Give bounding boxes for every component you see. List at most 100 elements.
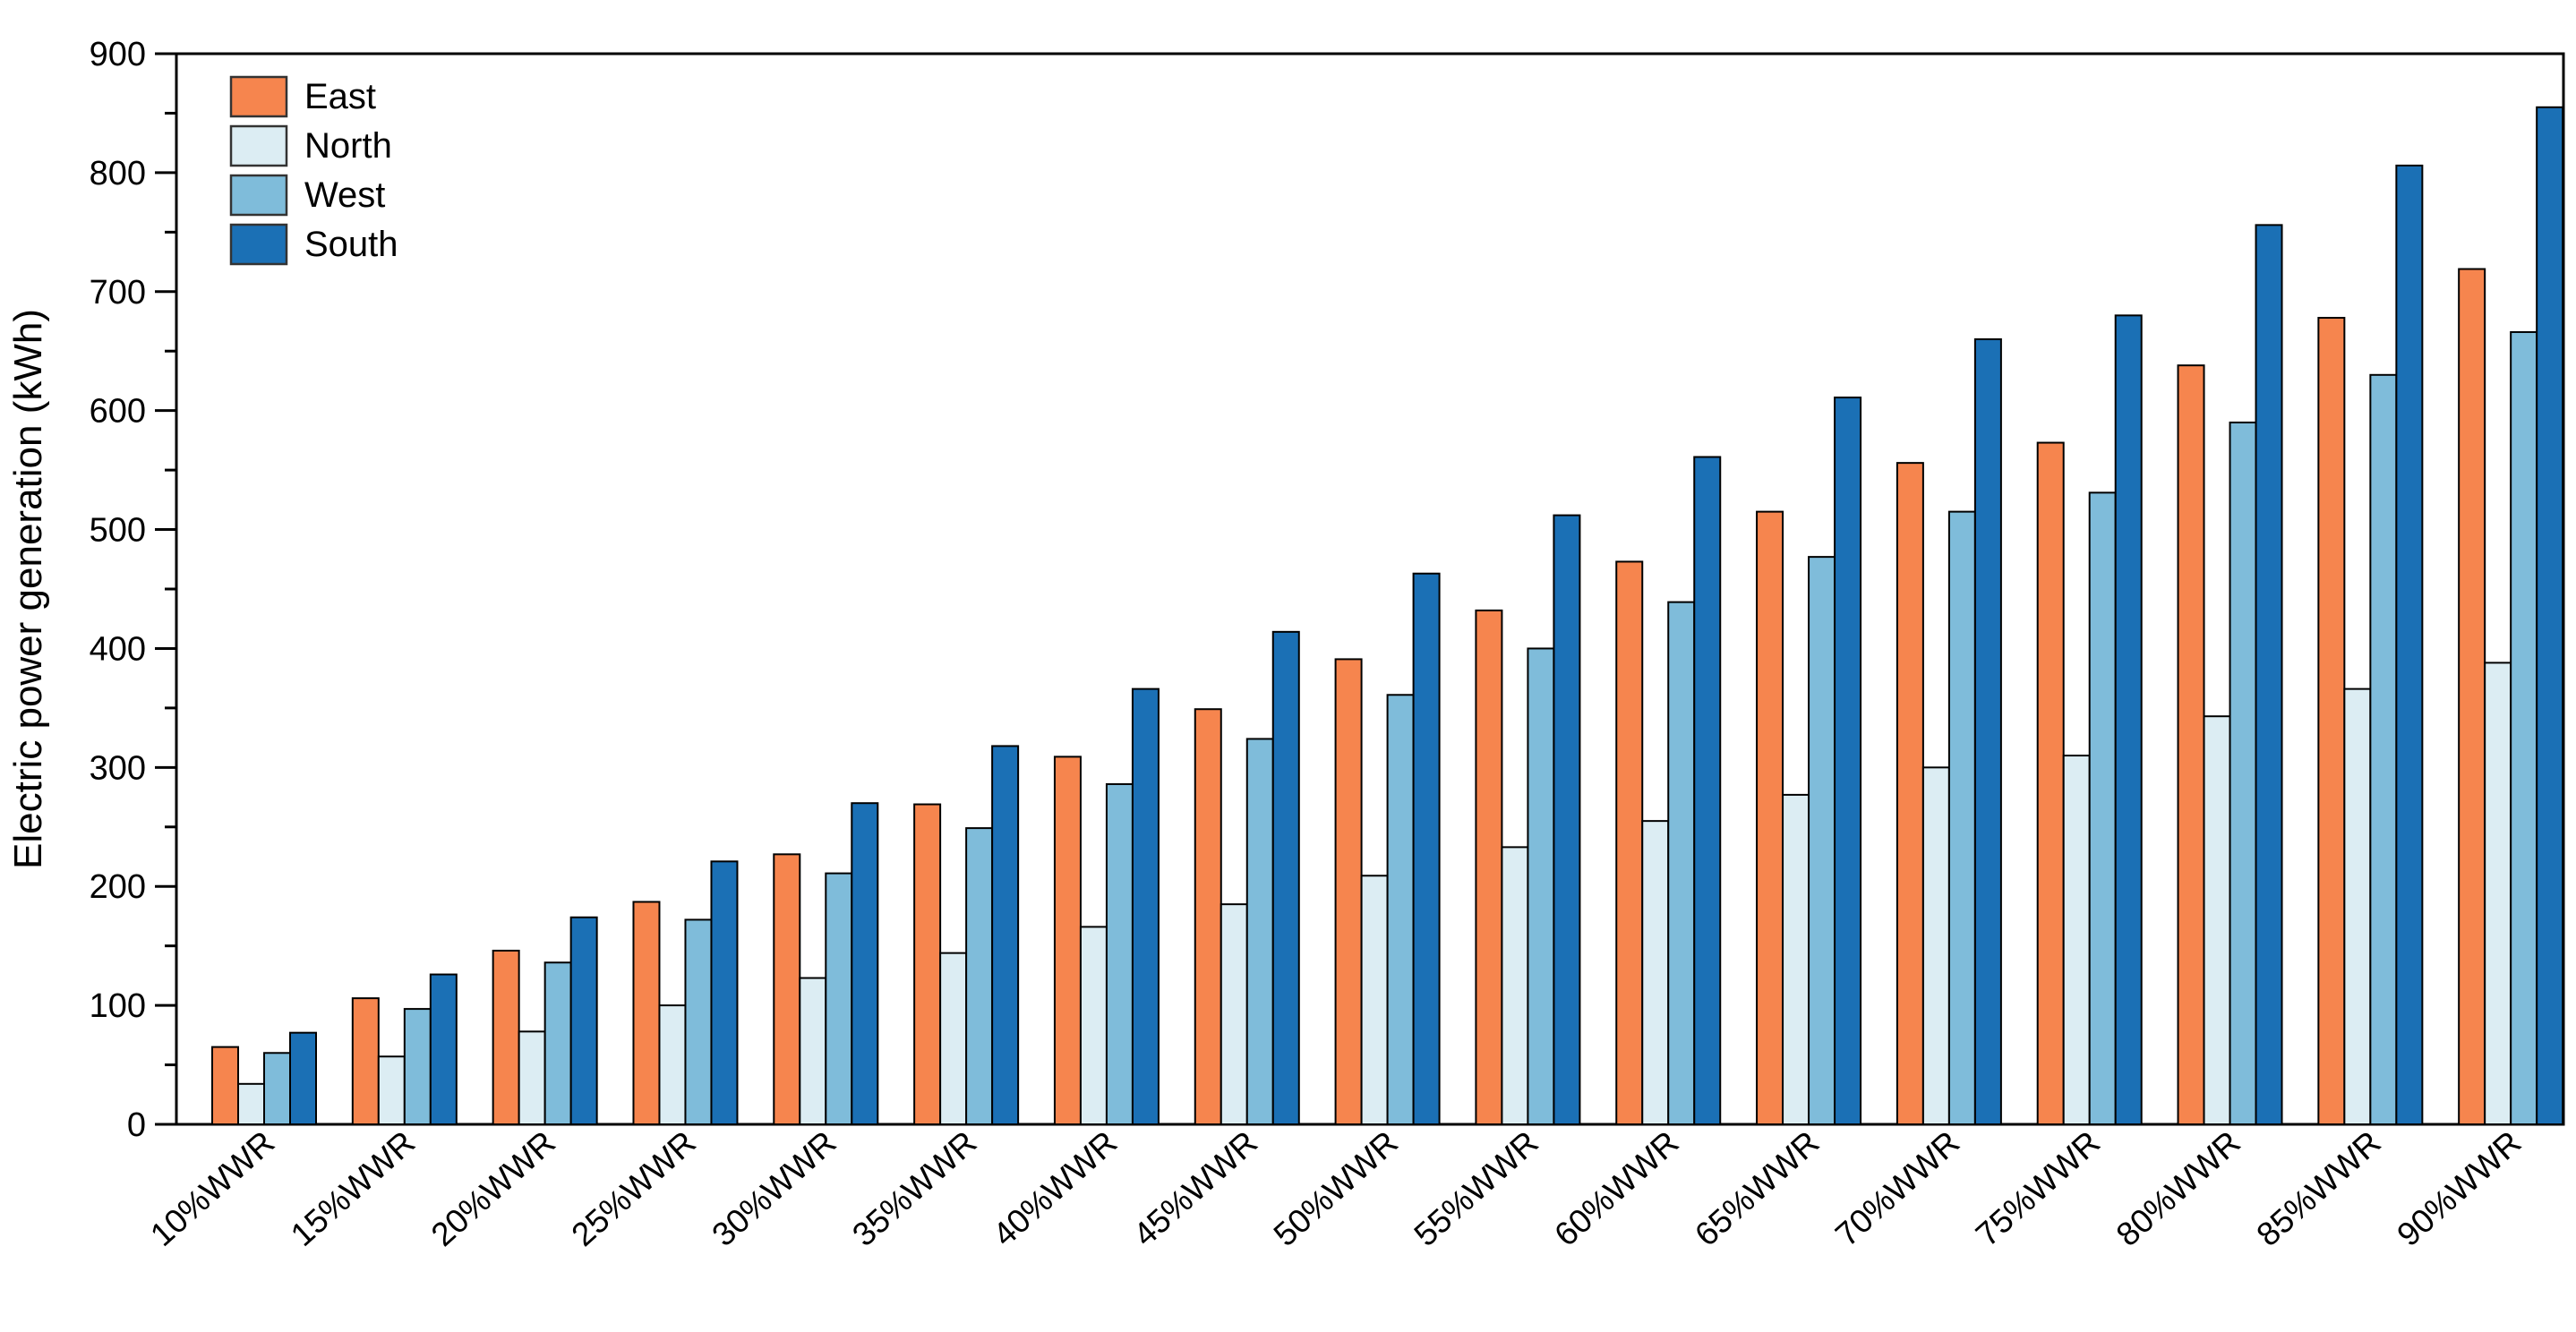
bar-west-85%WWR [2369,373,2398,1125]
y-tick-label: 600 [90,393,146,431]
bar-south-85%WWR [2395,164,2424,1126]
x-tick-label: 25%WWR [565,1123,703,1253]
bar-south-45%WWR [1271,630,1300,1125]
y-tick-label: 700 [90,274,146,312]
bar-south-25%WWR [710,860,739,1125]
bar-east-10%WWR [211,1046,239,1125]
bar-west-70%WWR [1947,510,1976,1125]
bar-west-40%WWR [1105,782,1134,1126]
bar-south-90%WWR [2536,106,2564,1125]
bar-north-45%WWR [1220,903,1248,1126]
bar-west-45%WWR [1245,738,1274,1125]
bar-west-90%WWR [2510,330,2538,1125]
bar-north-70%WWR [1921,766,1950,1125]
bar-north-90%WWR [2484,662,2512,1125]
bar-west-80%WWR [2229,421,2257,1125]
x-tick-label: 65%WWR [1688,1123,1826,1253]
y-tick-label: 400 [90,630,146,668]
bar-west-50%WWR [1386,694,1415,1125]
bar-south-55%WWR [1553,514,1581,1125]
bar-east-60%WWR [1615,560,1644,1125]
bar-west-55%WWR [1527,647,1555,1125]
bar-west-15%WWR [403,1008,432,1125]
bar-south-20%WWR [569,916,598,1125]
x-tick-label: 90%WWR [2390,1123,2528,1253]
bar-north-65%WWR [1782,793,1810,1125]
bar-east-15%WWR [351,997,380,1126]
bar-east-80%WWR [2177,364,2205,1125]
legend-swatch-west [229,174,288,217]
legend-swatch-north [229,124,288,167]
bar-north-85%WWR [2343,687,2372,1125]
bar-east-70%WWR [1896,462,1924,1125]
bar-west-30%WWR [825,872,853,1125]
bar-south-15%WWR [429,973,458,1126]
x-tick-label: 10%WWR [143,1123,281,1253]
legend-label-north: North [304,126,392,166]
bar-east-45%WWR [1194,708,1222,1125]
x-tick-label: 20%WWR [424,1123,562,1253]
bar-north-10%WWR [237,1082,265,1125]
x-tick-label: 35%WWR [845,1123,983,1253]
bar-north-15%WWR [377,1055,406,1125]
bar-west-10%WWR [263,1052,291,1126]
legend-label-east: East [304,77,376,116]
bar-west-65%WWR [1808,556,1836,1125]
bar-west-75%WWR [2088,491,2117,1125]
y-axis-title: Electric power generation (kWh) [6,309,50,869]
bar-south-60%WWR [1693,456,1722,1125]
bar-west-20%WWR [543,961,572,1125]
y-tick-label: 800 [90,155,146,192]
bar-east-25%WWR [632,901,661,1126]
legend-swatch-east [229,75,288,118]
bar-east-85%WWR [2317,317,2346,1126]
bar-east-65%WWR [1756,510,1784,1125]
y-tick-label: 200 [90,868,146,906]
x-tick-label: 30%WWR [705,1123,843,1253]
bar-south-35%WWR [991,745,1020,1125]
y-tick-label: 300 [90,749,146,787]
bar-north-50%WWR [1360,875,1389,1125]
x-tick-label: 70%WWR [1828,1123,1966,1253]
bar-east-40%WWR [1053,756,1082,1126]
bar-south-30%WWR [851,802,879,1125]
bar-north-75%WWR [2062,755,2091,1125]
bar-west-60%WWR [1667,601,1696,1125]
x-tick-label: 50%WWR [1267,1123,1405,1253]
legend-swatch-south [229,223,288,266]
bar-south-65%WWR [1834,397,1862,1125]
bar-north-30%WWR [799,977,827,1125]
x-tick-label: 40%WWR [986,1123,1124,1253]
bar-east-20%WWR [492,949,520,1125]
y-tick-label: 0 [127,1106,146,1144]
bar-east-50%WWR [1334,658,1363,1125]
bar-south-40%WWR [1131,687,1160,1125]
bar-east-90%WWR [2458,268,2486,1126]
x-tick-label: 55%WWR [1408,1123,1545,1253]
x-tick-label: 85%WWR [2249,1123,2387,1253]
x-tick-label: 75%WWR [1969,1123,2107,1253]
bar-south-10%WWR [289,1031,317,1125]
bar-south-70%WWR [1973,337,2002,1125]
bar-east-30%WWR [773,853,801,1125]
y-tick-label: 100 [90,987,146,1025]
x-tick-label: 60%WWR [1547,1123,1685,1253]
bar-south-50%WWR [1412,572,1441,1125]
bar-north-80%WWR [2203,715,2231,1125]
bar-east-55%WWR [1475,609,1503,1125]
x-tick-label: 45%WWR [1126,1123,1264,1253]
bar-north-55%WWR [1501,846,1529,1125]
bar-east-75%WWR [2036,441,2065,1125]
legend-label-south: South [304,225,398,264]
bar-south-80%WWR [2255,224,2283,1126]
y-tick-label: 500 [90,512,146,550]
bar-west-35%WWR [965,827,994,1126]
x-tick-label: 80%WWR [2110,1123,2247,1253]
bar-east-35%WWR [913,803,942,1125]
y-tick-label: 900 [90,36,146,73]
legend-label-west: West [304,175,385,215]
bar-south-75%WWR [2114,314,2143,1126]
bar-north-40%WWR [1079,926,1108,1125]
